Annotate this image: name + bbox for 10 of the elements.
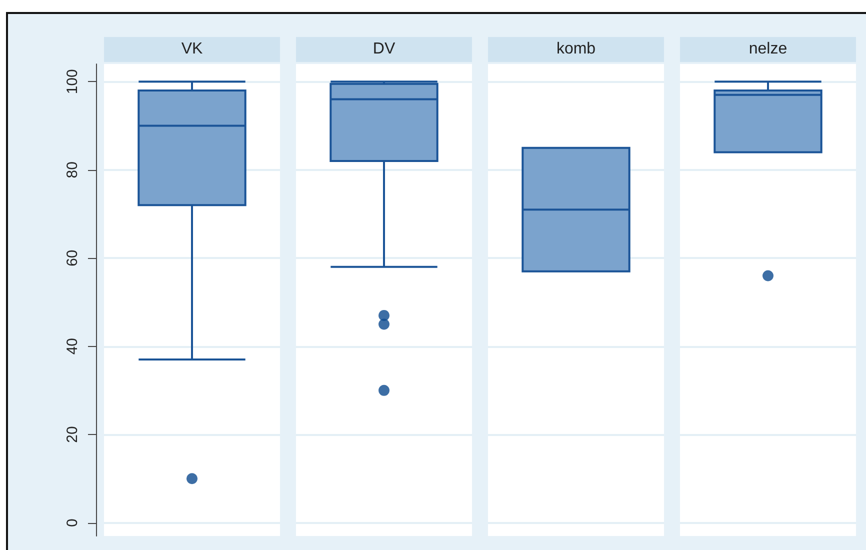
x-tick-label: nelze: [748, 40, 788, 58]
x-tick-label: DV: [372, 40, 396, 58]
y-tick-label: 80: [64, 162, 81, 178]
y-tick-label: 60: [64, 250, 81, 266]
y-tick-label: 20: [64, 426, 81, 443]
y-tick-label: 40: [64, 338, 81, 355]
y-tick-label: 0: [64, 518, 81, 527]
x-tick-label: VK: [181, 40, 203, 58]
x-tick-label: komb: [556, 40, 596, 58]
y-tick-label: 100: [64, 69, 81, 94]
